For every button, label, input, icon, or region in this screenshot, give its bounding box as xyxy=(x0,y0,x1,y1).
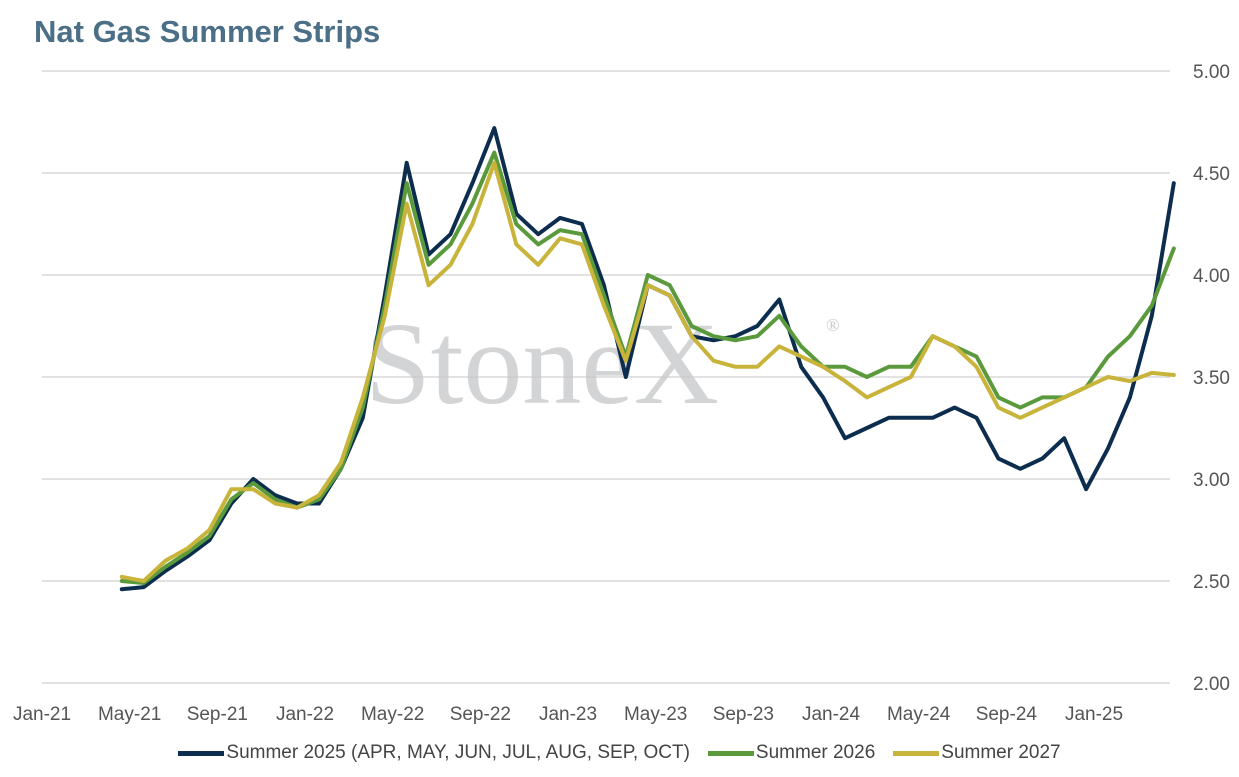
watermark-logo: StoneX xyxy=(365,298,719,429)
legend-item: Summer 2025 (APR, MAY, JUN, JUL, AUG, SE… xyxy=(178,742,690,764)
legend-swatch xyxy=(893,750,940,756)
y-tick-label: 3.50 xyxy=(1193,368,1230,389)
x-tick-label: Jan-22 xyxy=(276,704,334,725)
x-tick-label: Sep-22 xyxy=(450,704,511,725)
series-line-3 xyxy=(119,160,1176,583)
x-tick-label: Jan-25 xyxy=(1065,704,1123,725)
y-axis-ticks: 2.00 2.50 3.00 3.50 4.00 4.50 5.00 xyxy=(1193,62,1230,695)
x-tick-label: Sep-21 xyxy=(187,704,248,725)
x-tick-label: Sep-23 xyxy=(713,704,774,725)
x-tick-label: Sep-24 xyxy=(976,704,1038,725)
legend-item: Summer 2026 xyxy=(707,742,876,764)
legend-label: Summer 2026 xyxy=(755,742,876,763)
x-tick-label: May-21 xyxy=(98,704,161,725)
legend-label: Summer 2025 (APR, MAY, JUN, JUL, AUG, SE… xyxy=(226,742,690,763)
x-axis-ticks: Jan-21 May-21 Sep-21 Jan-22 May-22 Sep-22 Jan-… xyxy=(13,704,1123,725)
y-tick-label: 2.00 xyxy=(1193,674,1230,695)
series-lines xyxy=(119,126,1176,592)
x-tick-label: Jan-24 xyxy=(802,704,861,725)
grid-lines xyxy=(42,70,1170,684)
y-tick-label: 5.00 xyxy=(1193,62,1230,83)
y-tick-label: 2.50 xyxy=(1193,572,1230,593)
legend: Summer 2025 (APR, MAY, JUN, JUL, AUG, SE… xyxy=(0,742,1239,764)
y-tick-label: 3.00 xyxy=(1193,470,1230,491)
legend-swatch xyxy=(707,750,754,756)
x-tick-label: May-24 xyxy=(887,704,951,725)
x-tick-label: Jan-23 xyxy=(539,704,597,725)
x-tick-label: May-23 xyxy=(624,704,687,725)
x-tick-label: May-22 xyxy=(361,704,424,725)
legend-item: Summer 2027 xyxy=(893,742,1061,764)
chart-title: Nat Gas Summer Strips xyxy=(34,14,381,49)
y-tick-label: 4.00 xyxy=(1193,266,1230,287)
watermark-registered-mark: ® xyxy=(826,315,840,335)
y-tick-label: 4.50 xyxy=(1193,164,1230,185)
legend-label: Summer 2027 xyxy=(941,742,1061,763)
x-tick-label: Jan-21 xyxy=(13,704,71,725)
legend-swatch xyxy=(178,750,225,756)
